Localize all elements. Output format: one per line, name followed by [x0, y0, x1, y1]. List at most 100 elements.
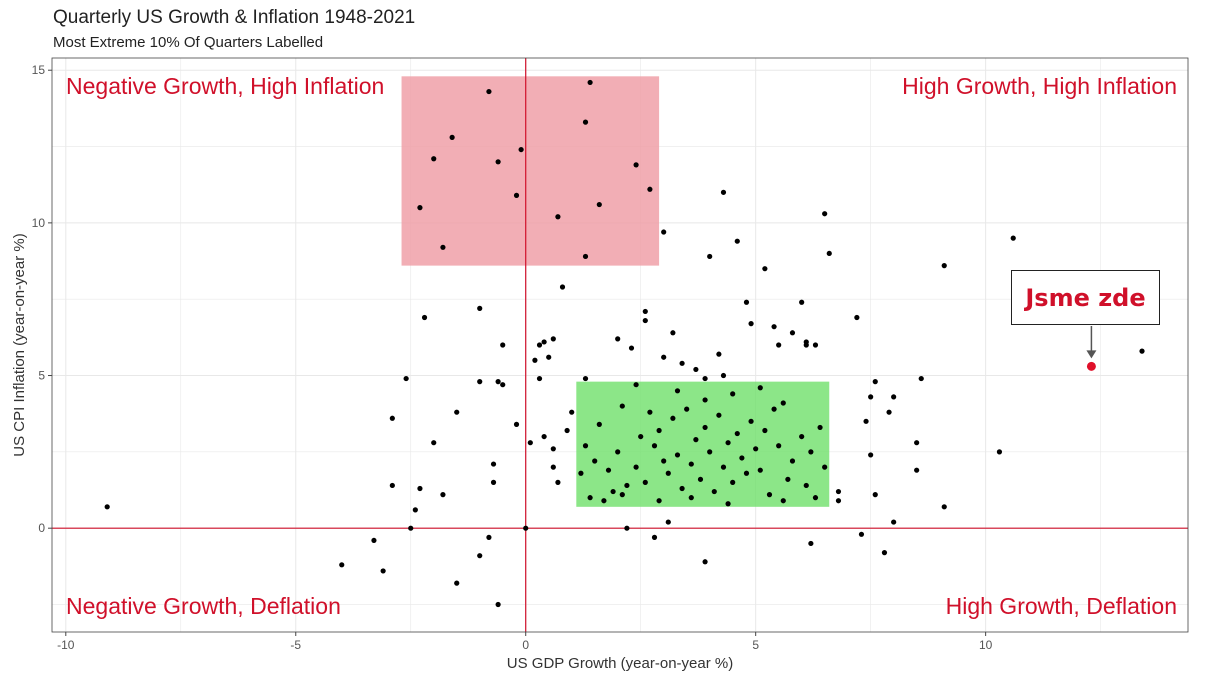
reference-lines [52, 58, 1188, 632]
data-point [914, 467, 920, 473]
data-point [550, 336, 556, 342]
data-point [771, 406, 777, 412]
data-point [757, 467, 763, 473]
data-point [624, 482, 630, 489]
data-point [477, 379, 483, 385]
data-points [104, 79, 1145, 608]
data-point [449, 134, 455, 140]
data-point [371, 537, 377, 544]
data-point [596, 421, 602, 427]
data-point [559, 284, 566, 290]
current-point-annotation [1086, 326, 1097, 371]
highlight-region [576, 381, 830, 507]
data-point [527, 440, 533, 446]
data-point [720, 464, 727, 470]
data-point [587, 79, 593, 86]
data-point [748, 418, 754, 424]
data-point [766, 492, 773, 498]
data-point [996, 449, 1003, 455]
data-point [1139, 348, 1145, 354]
data-point [757, 385, 763, 391]
data-point [523, 525, 529, 531]
data-point [550, 446, 556, 452]
data-point [918, 375, 924, 382]
data-point [380, 568, 386, 574]
data-point [582, 119, 589, 125]
data-point [679, 360, 685, 366]
data-point [881, 550, 888, 556]
data-point [693, 366, 699, 373]
data-point [495, 159, 501, 165]
data-point [822, 464, 828, 470]
chart-subtitle: Most Extreme 10% Of Quarters Labelled [53, 34, 324, 51]
highlight-regions [401, 76, 830, 507]
data-point [914, 440, 920, 446]
data-point [707, 253, 713, 260]
data-point [647, 409, 653, 415]
data-point [707, 449, 713, 455]
data-point [417, 205, 423, 211]
data-point [822, 211, 828, 217]
data-point [693, 437, 699, 443]
data-point [633, 382, 639, 388]
data-point [431, 156, 437, 162]
data-point [421, 314, 428, 321]
quadrant-label-bottom-left: Negative Growth, Deflation [66, 593, 341, 619]
data-point [500, 382, 506, 388]
data-point [661, 458, 667, 464]
data-point [642, 317, 648, 324]
data-point [656, 498, 662, 504]
data-point [891, 394, 897, 400]
data-point [454, 580, 460, 586]
x-tick-label: 10 [979, 638, 993, 652]
quadrant-label-top-right: High Growth, High Inflation [902, 73, 1177, 99]
data-point [803, 482, 809, 489]
data-point [670, 330, 676, 336]
data-point [720, 372, 727, 379]
y-tick-label: 10 [32, 216, 46, 230]
data-point [615, 336, 621, 342]
data-point [587, 495, 593, 501]
data-point [569, 409, 575, 415]
data-point [739, 455, 745, 461]
data-point [628, 345, 635, 351]
data-point [656, 427, 662, 434]
data-point [725, 440, 731, 446]
quadrant-label-top-left: Negative Growth, High Inflation [66, 73, 384, 99]
data-point [762, 266, 768, 272]
data-point [633, 464, 639, 470]
data-point [513, 421, 520, 427]
y-tick-label: 5 [38, 369, 45, 383]
data-point [582, 375, 589, 382]
data-point [670, 415, 676, 421]
data-point [555, 214, 561, 220]
data-point [642, 308, 648, 315]
data-point [605, 467, 612, 473]
data-point [886, 409, 892, 415]
data-point [734, 430, 740, 437]
data-point [555, 479, 561, 485]
data-point [403, 375, 409, 382]
y-tick-label: 15 [32, 63, 46, 77]
highlight-point [1086, 361, 1096, 371]
data-point [592, 458, 598, 464]
data-point [725, 501, 731, 507]
data-point [858, 531, 865, 537]
data-point [647, 186, 653, 192]
data-point [490, 479, 497, 485]
data-point [633, 162, 639, 168]
data-point [596, 201, 602, 208]
data-point [536, 375, 543, 382]
data-point [665, 470, 671, 476]
data-point [582, 253, 589, 260]
data-point [817, 424, 823, 431]
data-point [541, 433, 547, 440]
data-point [720, 189, 727, 195]
data-point [578, 470, 584, 476]
data-point [546, 354, 552, 360]
data-point [495, 601, 501, 608]
data-point [812, 342, 819, 348]
data-point [808, 540, 814, 547]
data-point [486, 88, 492, 95]
